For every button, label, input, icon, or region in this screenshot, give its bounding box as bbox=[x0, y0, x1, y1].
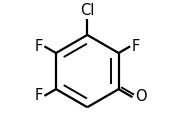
Text: F: F bbox=[35, 39, 43, 54]
Text: F: F bbox=[131, 39, 139, 54]
Text: Cl: Cl bbox=[80, 3, 95, 18]
Text: F: F bbox=[35, 88, 43, 103]
Text: O: O bbox=[135, 89, 147, 104]
